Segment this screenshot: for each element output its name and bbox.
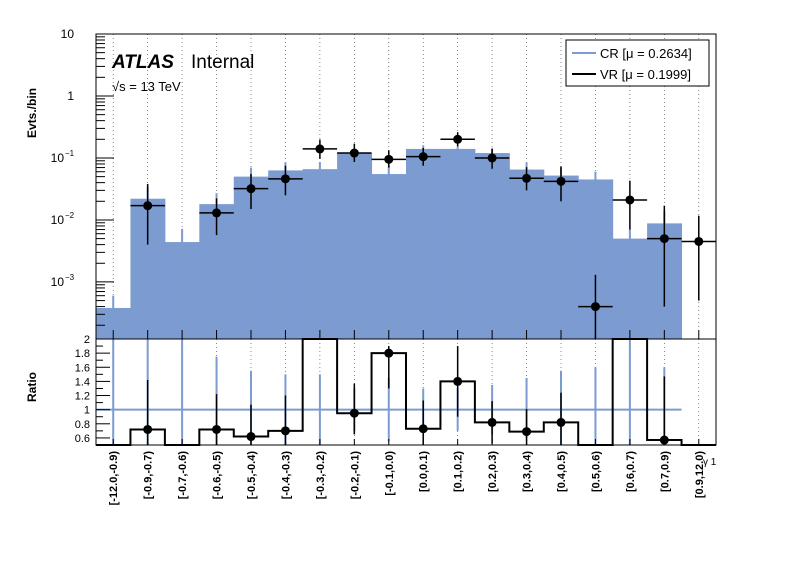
x-category-label: [-0.1,0.0) bbox=[384, 451, 396, 496]
ratio-point bbox=[280, 426, 290, 436]
x-category-label: [-12.0,-0.9) bbox=[108, 451, 120, 506]
top-y-axis-label: Evts./bin bbox=[25, 88, 39, 138]
vr-points bbox=[130, 132, 716, 339]
ratio-tick-label: 1.2 bbox=[75, 391, 90, 403]
ratio-tick-label: 0.6 bbox=[75, 433, 90, 445]
top-tick-exponent: −1 bbox=[65, 149, 75, 158]
top-tick-label: 10 bbox=[51, 213, 65, 227]
x-category-label: [0.9,12.0) bbox=[694, 451, 706, 498]
ratio-tick-label: 2 bbox=[84, 334, 90, 346]
x-category-label: [-0.7,-0.6) bbox=[177, 451, 189, 500]
x-category-labels: [-12.0,-0.9) [-0.9,-0.7) [-0.7,-0.6) [-0.6,… bbox=[108, 451, 706, 506]
energy-label: √s = 13 TeV bbox=[112, 79, 181, 94]
x-axis-label: γ 1 bbox=[703, 457, 717, 468]
ratio-tick-label: 1.4 bbox=[75, 376, 90, 388]
x-category-label: [0.7,0.9) bbox=[659, 451, 671, 492]
vr-point bbox=[694, 236, 704, 246]
ratio-point bbox=[487, 417, 497, 427]
x-category-label: [-0.4,-0.3) bbox=[280, 451, 292, 500]
cr-bar bbox=[164, 242, 200, 339]
top-tick-exponent: −3 bbox=[65, 273, 75, 282]
vr-point bbox=[590, 302, 600, 312]
ratio-point bbox=[143, 424, 153, 434]
ratio-tick-label: 1.6 bbox=[75, 362, 90, 374]
vr-point bbox=[625, 195, 635, 205]
ratio-y-axis: 2 1.8 1.6 1.4 1.2 1 0.8 0.6 bbox=[75, 334, 110, 445]
vr-point bbox=[315, 144, 325, 154]
vr-point bbox=[556, 176, 566, 186]
x-category-label: [0.0,0.1) bbox=[418, 451, 430, 492]
x-category-label: [-0.9,-0.7) bbox=[143, 451, 155, 500]
cr-bar bbox=[440, 148, 476, 339]
cr-bar bbox=[371, 174, 407, 339]
atlas-label: ATLAS bbox=[111, 52, 174, 73]
top-x-ticks bbox=[112, 330, 700, 339]
ratio-point bbox=[212, 424, 222, 434]
legend-vr-label: VR [μ = 0.1999] bbox=[600, 67, 691, 82]
vr-point bbox=[384, 154, 394, 164]
vr-point bbox=[453, 134, 463, 144]
x-category-label: [0.3,0.4) bbox=[522, 451, 534, 492]
top-tick-exponent: −2 bbox=[65, 211, 75, 220]
cr-bar bbox=[337, 153, 373, 339]
ratio-point bbox=[384, 348, 394, 358]
vr-point bbox=[659, 234, 669, 244]
x-category-label: [0.2,0.3) bbox=[487, 451, 499, 492]
ratio-panel-frame bbox=[95, 338, 717, 446]
ratio-histogram bbox=[96, 338, 716, 446]
top-tick-label: 10 bbox=[51, 275, 65, 289]
x-category-label: [0.1,0.2) bbox=[453, 451, 465, 492]
cr-bar bbox=[474, 153, 510, 339]
x-category-label: [-0.3,-0.2) bbox=[315, 451, 327, 500]
x-category-label: [-0.5,-0.4) bbox=[246, 451, 258, 500]
ratio-point bbox=[349, 408, 359, 418]
vr-point bbox=[349, 148, 359, 158]
cr-histogram bbox=[96, 148, 683, 339]
ratio-points bbox=[143, 346, 669, 445]
atlas-status-label: Internal bbox=[191, 52, 254, 73]
ratio-point bbox=[418, 424, 428, 434]
x-category-label: [0.6,0.7) bbox=[625, 451, 637, 492]
x-category-label: [-0.2,-0.1) bbox=[349, 451, 361, 500]
cr-bar bbox=[543, 175, 579, 339]
vr-point bbox=[522, 173, 532, 183]
x-category-label: [0.4,0.5) bbox=[556, 451, 568, 492]
cr-bar bbox=[268, 170, 304, 339]
top-tick-label: 10 bbox=[61, 27, 75, 41]
ratio-point bbox=[522, 427, 532, 437]
ratio-step-line bbox=[96, 338, 716, 446]
ratio-tick-label: 0.8 bbox=[75, 419, 90, 431]
ratio-tick-label: 1 bbox=[84, 405, 90, 417]
vr-point bbox=[212, 208, 222, 218]
vr-point bbox=[280, 174, 290, 184]
cr-bar bbox=[612, 238, 648, 339]
ratio-y-axis-label: Ratio bbox=[25, 372, 39, 402]
cr-bar bbox=[509, 169, 545, 339]
legend: CR [μ = 0.2634] VR [μ = 0.1999] bbox=[565, 39, 710, 87]
vr-point bbox=[143, 201, 153, 211]
ratio-point bbox=[556, 417, 566, 427]
vr-point bbox=[418, 152, 428, 162]
ratio-x-ticks bbox=[112, 439, 700, 445]
ratio-point bbox=[453, 376, 463, 386]
legend-cr-label: CR [μ = 0.2634] bbox=[600, 46, 692, 61]
ratio-point bbox=[246, 432, 256, 442]
cr-bar bbox=[406, 148, 441, 339]
ratio-tick-label: 1.8 bbox=[75, 348, 90, 360]
vr-point bbox=[487, 153, 497, 163]
x-category-label: [0.5,0.6) bbox=[590, 451, 602, 492]
legend-box bbox=[565, 39, 710, 87]
x-category-label: [-0.6,-0.5) bbox=[212, 451, 224, 500]
cr-bar bbox=[302, 169, 338, 339]
top-tick-label: 10 bbox=[51, 151, 65, 165]
top-tick-label: 1 bbox=[67, 89, 74, 103]
vr-point bbox=[246, 184, 256, 194]
